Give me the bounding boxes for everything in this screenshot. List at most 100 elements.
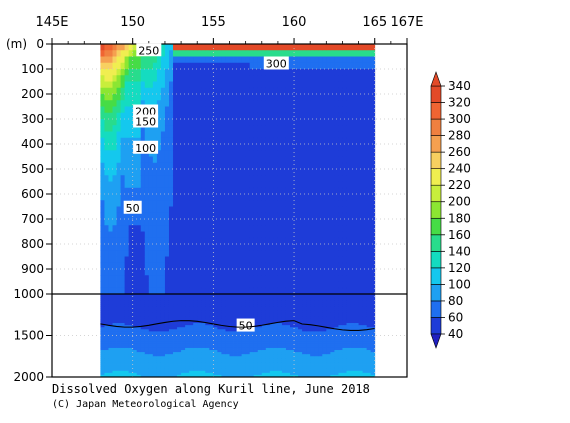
heatmap-cell [306, 81, 311, 89]
heatmap-cell [281, 374, 287, 378]
heatmap-cell [318, 206, 323, 214]
heatmap-cell [108, 316, 113, 320]
heatmap-cell [104, 364, 109, 368]
heatmap-cell [241, 372, 247, 376]
heatmap-cell [253, 314, 259, 318]
heatmap-cell [181, 337, 186, 341]
heatmap-cell [217, 329, 222, 332]
heatmap-cell [148, 306, 154, 309]
heatmap-cell [277, 339, 283, 343]
heatmap-cell [261, 169, 267, 176]
heatmap-cell [290, 366, 295, 370]
heatmap-cell [241, 169, 247, 176]
heatmap-cell [209, 75, 214, 82]
heatmap-cell [302, 269, 307, 276]
heatmap-cell [338, 366, 343, 370]
heatmap-cell [100, 302, 105, 305]
heatmap-cell [318, 81, 323, 89]
heatmap-cell [225, 366, 230, 370]
heatmap-cell [100, 169, 105, 176]
heatmap-cell [140, 131, 146, 139]
heatmap-cell [160, 302, 166, 305]
heatmap-cell [164, 181, 170, 189]
heatmap-cell [205, 244, 210, 251]
heatmap-cell [104, 131, 109, 139]
heatmap-cell [181, 137, 186, 145]
heatmap-cell [164, 372, 170, 376]
heatmap-cell [209, 316, 214, 320]
heatmap-cell [306, 56, 311, 64]
heatmap-cell [338, 372, 343, 376]
heatmap-cell [136, 244, 142, 251]
heatmap-cell [116, 219, 121, 226]
heatmap-cell [310, 296, 315, 299]
heatmap-cell [330, 162, 335, 170]
heatmap-cell [342, 370, 347, 374]
heatmap-cell [237, 131, 243, 139]
heatmap-cell [257, 312, 263, 316]
heatmap-cell [281, 300, 287, 303]
heatmap-cell [261, 206, 267, 214]
heatmap-cell [209, 219, 214, 226]
heatmap-cell [322, 331, 327, 334]
heatmap-cell [156, 339, 162, 343]
heatmap-cell [225, 294, 230, 297]
heatmap-cell [334, 287, 339, 295]
heatmap-cell [168, 325, 174, 328]
heatmap-cell [104, 298, 109, 301]
heatmap-cell [164, 212, 170, 220]
heatmap-cell [120, 100, 126, 107]
heatmap-cell [245, 316, 251, 320]
heatmap-cell [326, 368, 331, 372]
heatmap-cell [273, 212, 279, 220]
heatmap-cell [189, 304, 194, 307]
heatmap-cell [164, 175, 170, 182]
heatmap-cell [233, 296, 238, 299]
heatmap-cell [265, 262, 271, 270]
heatmap-cell [132, 339, 138, 343]
heatmap-cell [201, 368, 206, 372]
heatmap-cell [164, 304, 170, 307]
heatmap-cell [209, 150, 214, 157]
heatmap-cell [201, 181, 206, 189]
heatmap-cell [144, 374, 150, 378]
heatmap-cell [306, 347, 311, 351]
heatmap-cell [128, 314, 134, 318]
heatmap-cell [261, 256, 267, 264]
heatmap-cell [164, 219, 170, 226]
heatmap-cell [209, 304, 214, 307]
heatmap-cell [273, 327, 279, 330]
heatmap-cell [241, 308, 247, 311]
heatmap-cell [290, 352, 295, 355]
heatmap-cell [112, 372, 117, 376]
heatmap-cell [148, 69, 154, 76]
heatmap-cell [201, 327, 206, 330]
heatmap-cell [281, 314, 287, 318]
heatmap-cell [277, 374, 283, 378]
heatmap-cell [257, 335, 263, 338]
heatmap-cell [100, 187, 105, 195]
heatmap-cell [346, 144, 351, 151]
heatmap-cell [277, 294, 283, 297]
heatmap-cell [306, 294, 311, 297]
heatmap-cell [124, 75, 130, 82]
heatmap-cell [249, 294, 255, 297]
heatmap-cell [148, 100, 154, 107]
heatmap-cell [116, 119, 121, 126]
heatmap-cell [112, 296, 117, 299]
heatmap-cell [314, 314, 319, 318]
heatmap-cell [205, 372, 210, 376]
heatmap-cell [128, 194, 134, 201]
heatmap-cell [116, 137, 121, 145]
heatmap-cell [261, 312, 267, 316]
heatmap-cell [322, 360, 327, 363]
heatmap-cell [285, 219, 291, 226]
heatmap-cell [140, 331, 146, 334]
heatmap-cell [310, 94, 315, 101]
heatmap-cell [156, 374, 162, 378]
heatmap-cell [189, 339, 194, 343]
heatmap-cell [108, 194, 113, 201]
heatmap-cell [346, 302, 351, 305]
heatmap-cell [241, 200, 247, 207]
heatmap-cell [197, 225, 202, 232]
